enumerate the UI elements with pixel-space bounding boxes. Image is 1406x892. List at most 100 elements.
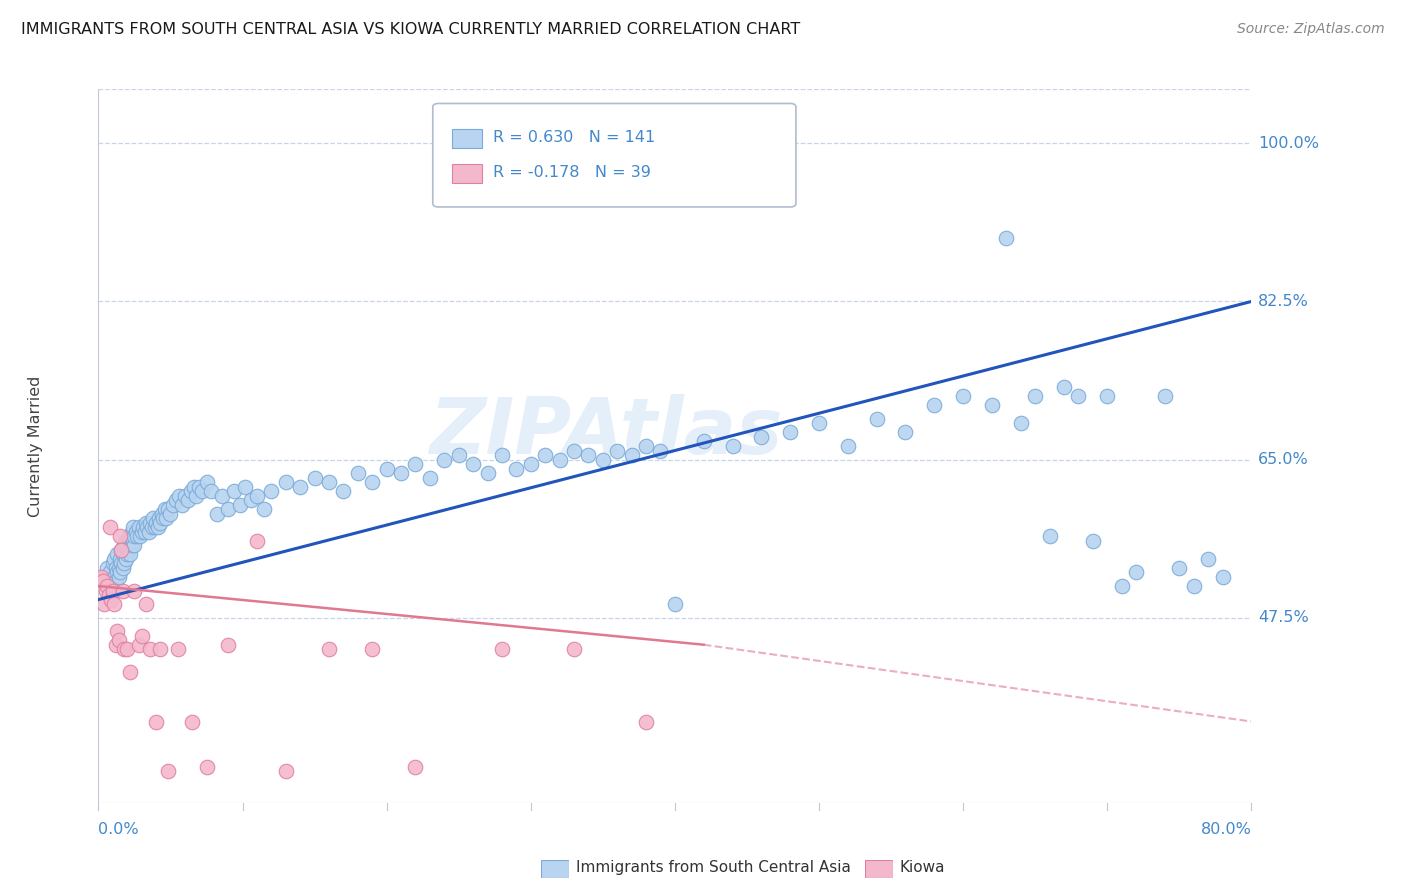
Point (361, 642, 384, 657)
Point (152, 511, 174, 525)
Point (636, 439, 658, 453)
Point (132, 520, 155, 534)
Point (405, 759, 427, 773)
Point (491, 448, 513, 462)
Point (135, 516, 157, 530)
Point (105, 548, 128, 562)
Point (114, 552, 136, 566)
Point (131, 629, 153, 643)
Point (1081, 533, 1104, 548)
Point (98, 566, 121, 580)
Point (779, 425, 801, 440)
Point (222, 484, 245, 499)
Point (332, 484, 354, 499)
Point (121, 524, 143, 539)
Point (217, 638, 239, 652)
Text: Kiowa: Kiowa (900, 860, 945, 874)
Point (149, 642, 172, 657)
FancyBboxPatch shape (433, 103, 796, 207)
Point (1097, 389, 1119, 403)
Text: 47.5%: 47.5% (1258, 610, 1309, 625)
Point (664, 597, 686, 611)
Point (290, 480, 312, 494)
Point (148, 511, 170, 525)
Point (104, 561, 127, 575)
Point (105, 566, 128, 580)
Point (606, 443, 628, 458)
Point (127, 529, 149, 543)
Point (145, 714, 167, 729)
Point (433, 452, 456, 467)
Point (124, 538, 146, 552)
Point (346, 466, 368, 480)
Text: Currently Married: Currently Married (28, 376, 42, 516)
Point (274, 475, 297, 490)
Point (562, 642, 585, 657)
Point (246, 489, 269, 503)
Text: Source: ZipAtlas.com: Source: ZipAtlas.com (1237, 22, 1385, 37)
Point (103, 597, 125, 611)
Point (117, 538, 138, 552)
Point (145, 516, 167, 530)
Bar (453, 129, 482, 148)
Point (592, 452, 614, 467)
Text: 65.0%: 65.0% (1258, 452, 1309, 467)
Point (191, 484, 214, 499)
Point (188, 480, 211, 494)
Point (240, 493, 263, 508)
Point (136, 520, 159, 534)
Point (90, 570, 112, 584)
Point (108, 529, 131, 543)
Point (1212, 570, 1234, 584)
Point (100, 592, 122, 607)
Point (195, 759, 218, 773)
Point (107, 633, 129, 648)
Point (96, 579, 118, 593)
Point (143, 520, 166, 534)
Point (110, 542, 132, 557)
Point (111, 561, 134, 575)
Point (114, 533, 136, 548)
Point (124, 583, 146, 598)
Text: 0.0%: 0.0% (98, 822, 139, 838)
Point (150, 507, 173, 521)
Point (170, 498, 193, 512)
Point (125, 524, 148, 539)
Point (562, 443, 585, 458)
Point (104, 638, 127, 652)
Text: 100.0%: 100.0% (1258, 136, 1319, 151)
Point (1024, 389, 1046, 403)
Point (205, 507, 228, 521)
Point (93, 570, 115, 584)
Point (162, 498, 184, 512)
Point (112, 557, 135, 571)
Point (117, 642, 138, 657)
Point (180, 484, 202, 499)
Text: ZIPAtlas: ZIPAtlas (429, 393, 783, 470)
Point (124, 529, 146, 543)
Point (304, 470, 326, 484)
Point (837, 439, 859, 453)
Point (93, 597, 115, 611)
Point (995, 231, 1018, 245)
Bar (453, 164, 482, 183)
Point (159, 507, 181, 521)
Point (952, 389, 974, 403)
Point (111, 548, 134, 562)
Point (122, 520, 145, 534)
Point (1153, 389, 1175, 403)
Point (807, 417, 830, 431)
Point (100, 574, 122, 589)
Point (235, 480, 257, 494)
Point (166, 642, 188, 657)
Point (111, 583, 134, 598)
Point (141, 520, 163, 534)
Text: 80.0%: 80.0% (1201, 822, 1251, 838)
Text: Immigrants from South Central Asia: Immigrants from South Central Asia (576, 860, 852, 874)
Point (167, 489, 190, 503)
Point (91, 574, 114, 589)
Text: R = 0.630   N = 141: R = 0.630 N = 141 (492, 130, 655, 145)
Point (1010, 417, 1032, 431)
Point (156, 764, 179, 779)
Point (1067, 389, 1090, 403)
